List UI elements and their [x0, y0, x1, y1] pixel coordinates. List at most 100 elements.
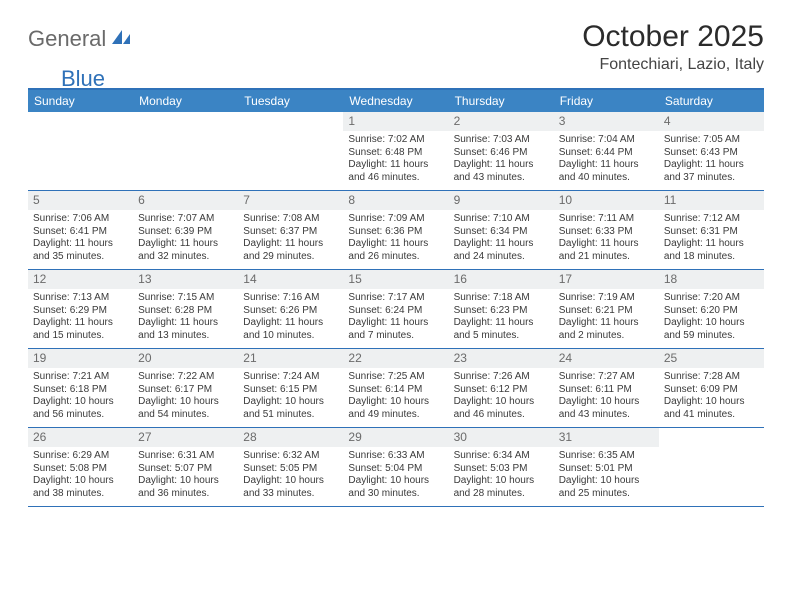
- day-cell: 19 Sunrise: 7:21 AMSunset: 6:18 PMDayligh…: [28, 349, 133, 427]
- day-header: Tuesday: [238, 90, 343, 112]
- day-cell: [659, 428, 764, 506]
- week-row: 26Sunrise: 6:29 AMSunset: 5:08 PMDayligh…: [28, 428, 764, 507]
- sunset-line: Sunset: 6:43 PM: [664, 147, 759, 160]
- sunrise-line: Sunrise: 7:04 AM: [559, 134, 654, 147]
- day-cell: 10Sunrise: 7:11 AMSunset: 6:33 PMDayligh…: [554, 191, 659, 269]
- day-cell: 23Sunrise: 7:26 AMSunset: 6:12 PMDayligh…: [449, 349, 554, 427]
- day-number: 28: [238, 428, 343, 447]
- sunrise-line: Sunrise: 7:09 AM: [348, 213, 443, 226]
- sunrise-line: Sunrise: 7:28 AM: [664, 371, 759, 384]
- day-cell: 9Sunrise: 7:10 AMSunset: 6:34 PMDaylight…: [449, 191, 554, 269]
- day-cell: [28, 112, 133, 190]
- day-cell: 15Sunrise: 7:17 AMSunset: 6:24 PMDayligh…: [343, 270, 448, 348]
- sunset-line: Sunset: 5:04 PM: [348, 463, 443, 476]
- sunset-line: Sunset: 6:36 PM: [348, 226, 443, 239]
- sunset-line: Sunset: 5:03 PM: [454, 463, 549, 476]
- daylight-line: Daylight: 11 hours and 37 minutes.: [664, 159, 759, 184]
- sunrise-line: Sunrise: 7:06 AM: [33, 213, 128, 226]
- day-header: Saturday: [659, 90, 764, 112]
- day-number: 1: [343, 112, 448, 131]
- sunset-line: Sunset: 6:34 PM: [454, 226, 549, 239]
- day-cell: 22Sunrise: 7:25 AMSunset: 6:14 PMDayligh…: [343, 349, 448, 427]
- day-cell: 24Sunrise: 7:27 AMSunset: 6:11 PMDayligh…: [554, 349, 659, 427]
- day-cell: 3Sunrise: 7:04 AMSunset: 6:44 PMDaylight…: [554, 112, 659, 190]
- sunset-line: Sunset: 6:23 PM: [454, 305, 549, 318]
- daylight-line: Daylight: 11 hours and 26 minutes.: [348, 238, 443, 263]
- sunrise-line: Sunrise: 7:05 AM: [664, 134, 759, 147]
- sunset-line: Sunset: 6:17 PM: [138, 384, 233, 397]
- sunrise-line: Sunrise: 7:27 AM: [559, 371, 654, 384]
- day-header: Sunday: [28, 90, 133, 112]
- daylight-line: Daylight: 11 hours and 10 minutes.: [243, 317, 338, 342]
- sunset-line: Sunset: 5:01 PM: [559, 463, 654, 476]
- day-cell: 2Sunrise: 7:03 AMSunset: 6:46 PMDaylight…: [449, 112, 554, 190]
- sunrise-line: Sunrise: 7:11 AM: [559, 213, 654, 226]
- daylight-line: Daylight: 10 hours and 36 minutes.: [138, 475, 233, 500]
- sunrise-line: Sunrise: 7:10 AM: [454, 213, 549, 226]
- daylight-line: Daylight: 11 hours and 24 minutes.: [454, 238, 549, 263]
- day-number: 14: [238, 270, 343, 289]
- daylight-line: Daylight: 10 hours and 30 minutes.: [348, 475, 443, 500]
- day-cell: 11Sunrise: 7:12 AMSunset: 6:31 PMDayligh…: [659, 191, 764, 269]
- day-cell: 16Sunrise: 7:18 AMSunset: 6:23 PMDayligh…: [449, 270, 554, 348]
- sunset-line: Sunset: 6:12 PM: [454, 384, 549, 397]
- sunset-line: Sunset: 6:33 PM: [559, 226, 654, 239]
- daylight-line: Daylight: 11 hours and 7 minutes.: [348, 317, 443, 342]
- day-number: 29: [343, 428, 448, 447]
- week-row: 1Sunrise: 7:02 AMSunset: 6:48 PMDaylight…: [28, 112, 764, 191]
- sunset-line: Sunset: 6:24 PM: [348, 305, 443, 318]
- sunrise-line: Sunrise: 7:22 AM: [138, 371, 233, 384]
- sunrise-line: Sunrise: 7:18 AM: [454, 292, 549, 305]
- sunset-line: Sunset: 6:37 PM: [243, 226, 338, 239]
- day-cell: 26Sunrise: 6:29 AMSunset: 5:08 PMDayligh…: [28, 428, 133, 506]
- week-row: 12Sunrise: 7:13 AMSunset: 6:29 PMDayligh…: [28, 270, 764, 349]
- daylight-line: Daylight: 11 hours and 43 minutes.: [454, 159, 549, 184]
- daylight-line: Daylight: 10 hours and 54 minutes.: [138, 396, 233, 421]
- day-number: 17: [554, 270, 659, 289]
- sunset-line: Sunset: 5:07 PM: [138, 463, 233, 476]
- day-cell: [238, 112, 343, 190]
- sunset-line: Sunset: 6:14 PM: [348, 384, 443, 397]
- daylight-line: Daylight: 11 hours and 46 minutes.: [348, 159, 443, 184]
- day-number: 19: [28, 349, 133, 368]
- logo: General: [28, 26, 134, 52]
- sunset-line: Sunset: 6:46 PM: [454, 147, 549, 160]
- logo-text-general: General: [28, 26, 106, 52]
- weeks-container: 1Sunrise: 7:02 AMSunset: 6:48 PMDaylight…: [28, 112, 764, 507]
- day-cell: 20Sunrise: 7:22 AMSunset: 6:17 PMDayligh…: [133, 349, 238, 427]
- calendar-page: General October 2025 Fontechiari, Lazio,…: [0, 0, 792, 527]
- day-number: 15: [343, 270, 448, 289]
- day-cell: 4Sunrise: 7:05 AMSunset: 6:43 PMDaylight…: [659, 112, 764, 190]
- day-number: 6: [133, 191, 238, 210]
- day-cell: 1Sunrise: 7:02 AMSunset: 6:48 PMDaylight…: [343, 112, 448, 190]
- sunset-line: Sunset: 6:20 PM: [664, 305, 759, 318]
- day-cell: 12Sunrise: 7:13 AMSunset: 6:29 PMDayligh…: [28, 270, 133, 348]
- daylight-line: Daylight: 10 hours and 59 minutes.: [664, 317, 759, 342]
- day-number: 7: [238, 191, 343, 210]
- sunrise-line: Sunrise: 7:07 AM: [138, 213, 233, 226]
- day-number: 23: [449, 349, 554, 368]
- sunset-line: Sunset: 6:18 PM: [33, 384, 128, 397]
- day-number: 12: [28, 270, 133, 289]
- sunset-line: Sunset: 6:48 PM: [348, 147, 443, 160]
- daylight-line: Daylight: 10 hours and 56 minutes.: [33, 396, 128, 421]
- day-header: Friday: [554, 90, 659, 112]
- day-cell: 27Sunrise: 6:31 AMSunset: 5:07 PMDayligh…: [133, 428, 238, 506]
- sunset-line: Sunset: 5:05 PM: [243, 463, 338, 476]
- sunrise-line: Sunrise: 7:12 AM: [664, 213, 759, 226]
- sunrise-line: Sunrise: 7:15 AM: [138, 292, 233, 305]
- day-cell: 31Sunrise: 6:35 AMSunset: 5:01 PMDayligh…: [554, 428, 659, 506]
- sunrise-line: Sunrise: 7:21 AM: [33, 371, 128, 384]
- day-number: 30: [449, 428, 554, 447]
- week-row: 5Sunrise: 7:06 AMSunset: 6:41 PMDaylight…: [28, 191, 764, 270]
- sunrise-line: Sunrise: 7:24 AM: [243, 371, 338, 384]
- day-number: 26: [28, 428, 133, 447]
- day-number: 24: [554, 349, 659, 368]
- day-number: 10: [554, 191, 659, 210]
- sunrise-line: Sunrise: 7:08 AM: [243, 213, 338, 226]
- day-cell: 18Sunrise: 7:20 AMSunset: 6:20 PMDayligh…: [659, 270, 764, 348]
- day-header: Wednesday: [343, 90, 448, 112]
- sunset-line: Sunset: 6:39 PM: [138, 226, 233, 239]
- daylight-line: Daylight: 10 hours and 46 minutes.: [454, 396, 549, 421]
- month-title: October 2025: [582, 20, 764, 54]
